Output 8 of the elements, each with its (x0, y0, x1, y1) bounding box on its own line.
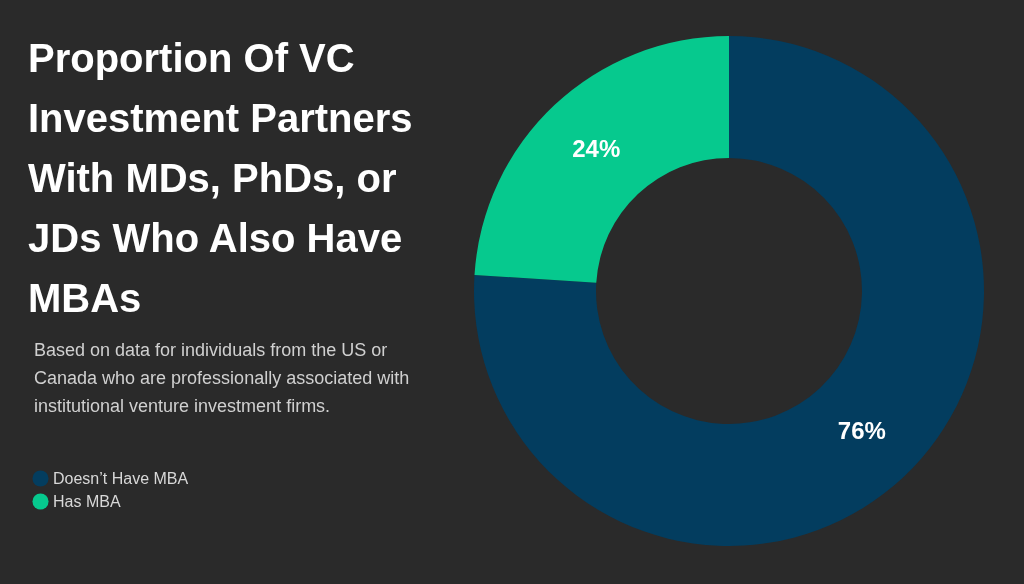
data-label: 24% (572, 134, 621, 162)
text: Proportion Of VC Investment Partners With MDs, PhDs, or JDs Who Also Have MBAs (28, 35, 414, 322)
legend-label: Doesn’t Have MBA (53, 469, 189, 487)
donut-slice (474, 36, 729, 283)
text: Based on data for individuals from the US or Canada who are professionally associated with institutional venture investment firms. (34, 339, 411, 418)
data-label: 76% (837, 417, 886, 445)
donut-slice (474, 36, 984, 546)
legend-label: Has MBA (53, 492, 121, 510)
